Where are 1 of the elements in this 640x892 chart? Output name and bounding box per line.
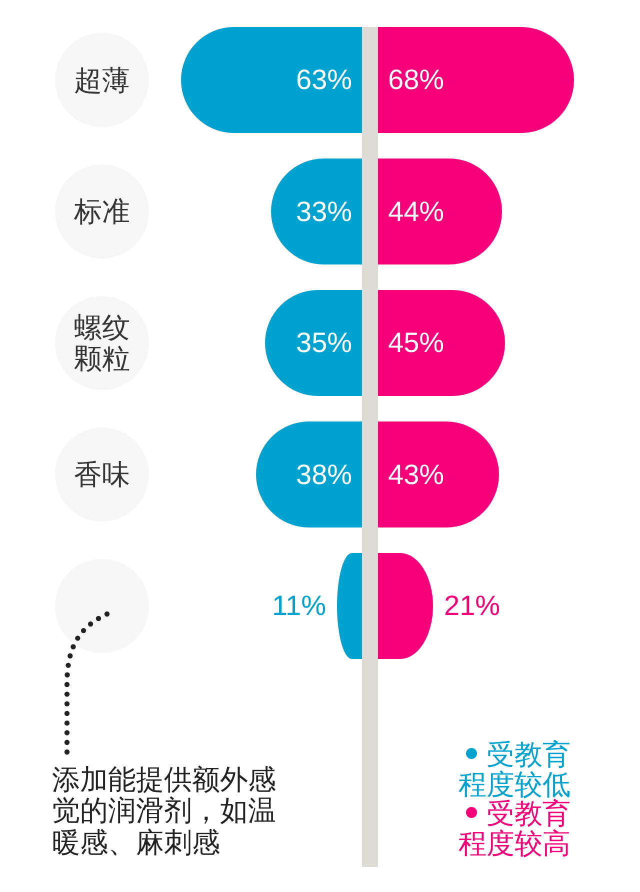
annotation: 添加能提供额外感觉的润滑剂，如温暖感、麻刺感 (52, 764, 277, 858)
